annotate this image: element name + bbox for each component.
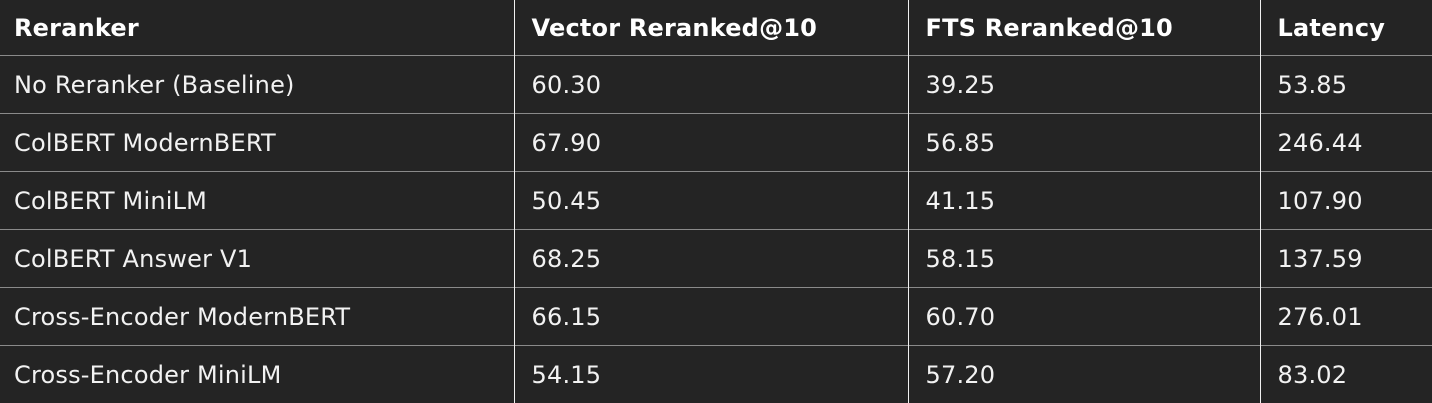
fts-reranked-cell: 58.15 (908, 230, 1260, 288)
reranker-cell: ColBERT MiniLM (0, 172, 514, 230)
vector-reranked-cell: 68.25 (514, 230, 908, 288)
header-row: Reranker Vector Reranked@10 FTS Reranked… (0, 0, 1432, 56)
header-fts-reranked: FTS Reranked@10 (908, 0, 1260, 56)
fts-reranked-cell: 39.25 (908, 56, 1260, 114)
fts-reranked-cell: 56.85 (908, 114, 1260, 172)
reranker-cell: Cross-Encoder MiniLM (0, 346, 514, 403)
header-latency: Latency (1260, 0, 1432, 56)
reranker-cell: ColBERT Answer V1 (0, 230, 514, 288)
latency-cell: 246.44 (1260, 114, 1432, 172)
reranker-cell: ColBERT ModernBERT (0, 114, 514, 172)
fts-reranked-cell: 57.20 (908, 346, 1260, 403)
reranker-cell: No Reranker (Baseline) (0, 56, 514, 114)
vector-reranked-cell: 60.30 (514, 56, 908, 114)
header-vector-reranked: Vector Reranked@10 (514, 0, 908, 56)
latency-cell: 53.85 (1260, 56, 1432, 114)
reranker-cell: Cross-Encoder ModernBERT (0, 288, 514, 346)
latency-cell: 137.59 (1260, 230, 1432, 288)
header-reranker: Reranker (0, 0, 514, 56)
vector-reranked-cell: 67.90 (514, 114, 908, 172)
vector-reranked-cell: 54.15 (514, 346, 908, 403)
latency-cell: 83.02 (1260, 346, 1432, 403)
latency-cell: 276.01 (1260, 288, 1432, 346)
fts-reranked-cell: 41.15 (908, 172, 1260, 230)
latency-cell: 107.90 (1260, 172, 1432, 230)
vector-reranked-cell: 50.45 (514, 172, 908, 230)
vector-reranked-cell: 66.15 (514, 288, 908, 346)
fts-reranked-cell: 60.70 (908, 288, 1260, 346)
